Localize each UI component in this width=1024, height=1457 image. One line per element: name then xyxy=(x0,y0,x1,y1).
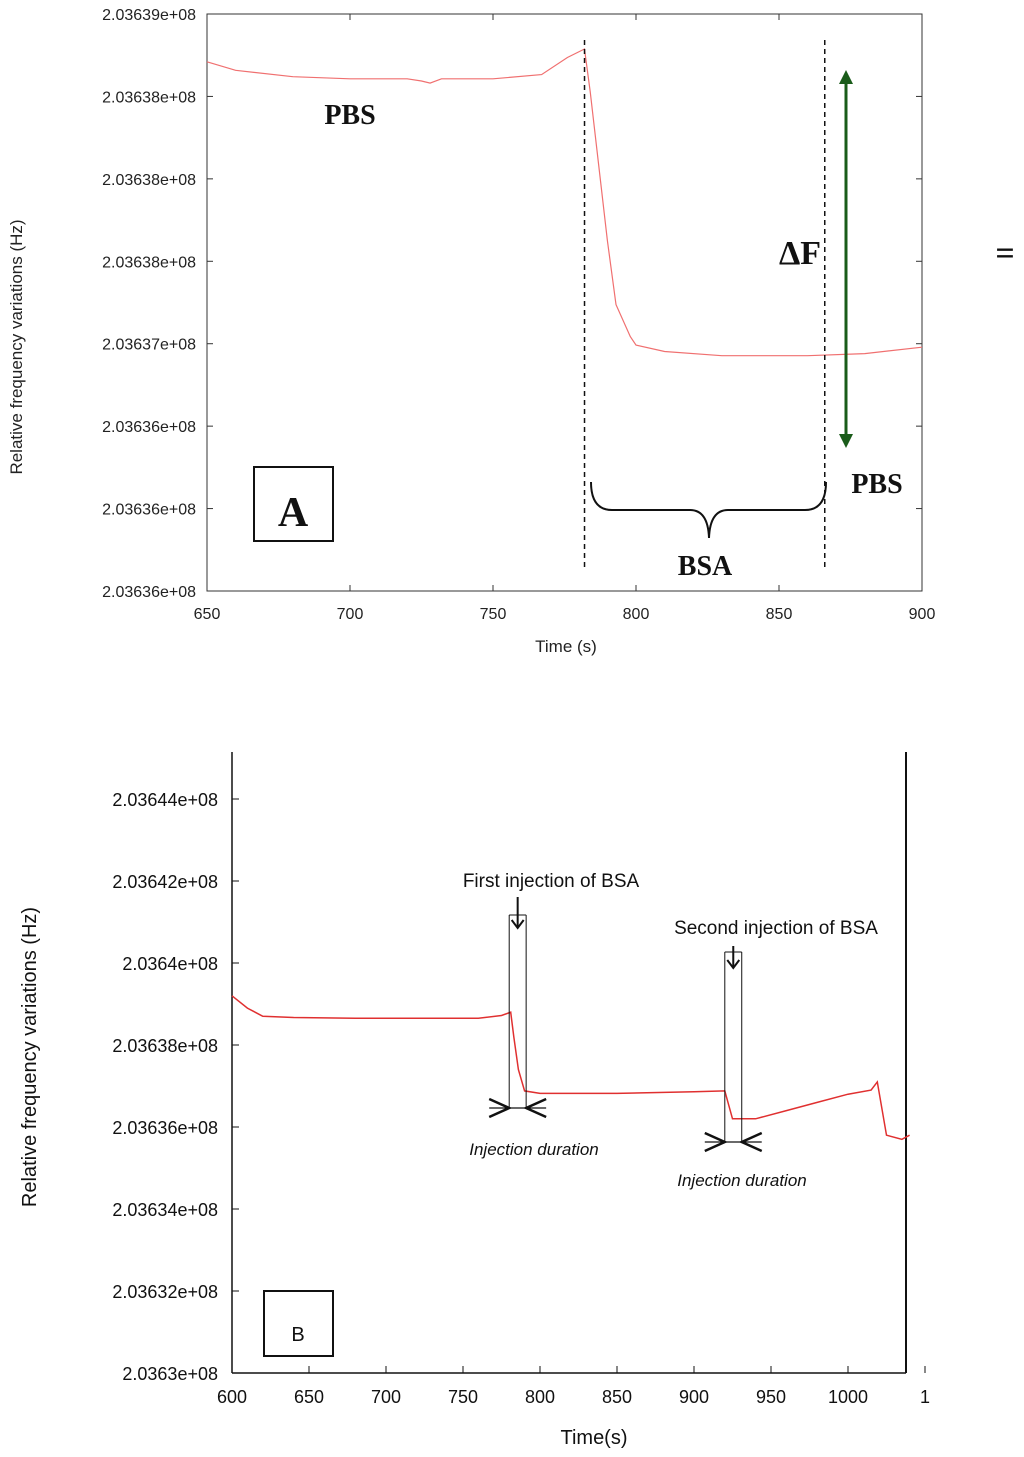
axis-ticks-b: 600 650 700 750 800 850 900 950 1000 1 2.0363e+08 2… xyxy=(112,790,930,1407)
x-tick-label-b: 950 xyxy=(756,1387,786,1407)
x-tick-label-b: 1000 xyxy=(828,1387,868,1407)
series-line-b xyxy=(231,995,910,1141)
x-tick-label-a: 700 xyxy=(337,606,364,623)
y-tick-label-b: 2.03642e+08 xyxy=(112,872,218,892)
x-tick-label-a: 750 xyxy=(480,606,507,623)
y-tick-label-b: 2.03638e+08 xyxy=(112,1036,218,1056)
y-tick-label-b: 2.03634e+08 xyxy=(112,1200,218,1220)
y-tick-label-b: 2.0364e+08 xyxy=(122,954,218,974)
duration-arrow-right xyxy=(523,1097,547,1119)
y-tick-label-a: 2.03638e+08 xyxy=(102,89,196,106)
x-tick-label-a: 650 xyxy=(194,606,221,623)
pbs-label-top: PBS xyxy=(324,100,375,131)
bsa-label: BSA xyxy=(678,551,733,582)
panel-label-box-b xyxy=(263,1290,334,1357)
equals-sign: = xyxy=(995,235,1014,272)
y-tick-label-b: 2.03632e+08 xyxy=(112,1282,218,1302)
y-tick-label-a: 2.03636e+08 xyxy=(102,502,196,519)
y-tick-label-b: 2.0363e+08 xyxy=(122,1364,218,1384)
x-tick-label-a: 900 xyxy=(909,606,936,623)
x-tick-label-b: 750 xyxy=(448,1387,478,1407)
x-tick-label-a: 800 xyxy=(623,606,650,623)
x-tick-label-b: 900 xyxy=(679,1387,709,1407)
x-tick-label-b: 600 xyxy=(217,1387,247,1407)
x-axis-label-a: Time (s) xyxy=(535,637,597,656)
y-axis-label-a: Relative frequency variations (Hz) xyxy=(7,219,26,474)
x-tick-label-b: 650 xyxy=(294,1387,324,1407)
duration-arrow-right xyxy=(738,1131,763,1153)
injection-markers-a xyxy=(583,40,826,568)
x-axis-label-b: Time(s) xyxy=(560,1427,627,1449)
injection-arrow-head xyxy=(510,919,525,930)
panel-a: Relative frequency variations (Hz) Time … xyxy=(7,7,1015,656)
y-tick-label-a: 2.03636e+08 xyxy=(102,584,196,601)
first-injection-label: First injection of BSA xyxy=(463,871,640,892)
x-tick-label-b: 700 xyxy=(371,1387,401,1407)
panel-label-box-a xyxy=(253,466,334,542)
panel-b: Relative frequency variations (Hz) Time(… xyxy=(19,752,930,1449)
delta-f-label: ΔF xyxy=(779,235,821,272)
injection-annotations-b xyxy=(488,897,763,1153)
delta-f-arrow xyxy=(839,70,853,448)
second-injection-label: Second injection of BSA xyxy=(674,918,878,939)
y-axis-label-b: Relative frequency variations (Hz) xyxy=(19,907,41,1207)
x-tick-label-a: 850 xyxy=(766,606,793,623)
y-tick-label-b: 2.03644e+08 xyxy=(112,790,218,810)
y-tick-label-a: 2.03636e+08 xyxy=(102,419,196,436)
x-tick-label-b: 850 xyxy=(602,1387,632,1407)
y-tick-label-a: 2.03639e+08 xyxy=(102,7,196,24)
injection-duration-label-1: Injection duration xyxy=(469,1140,598,1159)
bsa-brace xyxy=(590,481,827,539)
panel-label-a: A xyxy=(278,490,309,536)
y-tick-label-a: 2.03637e+08 xyxy=(102,337,196,354)
x-tick-label-b: 800 xyxy=(525,1387,555,1407)
y-tick-label-a: 2.03638e+08 xyxy=(102,254,196,271)
panel-label-b: B xyxy=(291,1324,304,1346)
x-tick-label-b: 1 xyxy=(920,1387,930,1407)
series-line-a xyxy=(206,48,923,357)
injection-arrow-head xyxy=(726,959,741,970)
injection-duration-label-2: Injection duration xyxy=(677,1171,806,1190)
duration-arrow-left xyxy=(704,1131,728,1153)
axis-ticks-a: 650 700 750 800 850 900 2.03636e+08 2.03636e+08… xyxy=(102,7,935,623)
duration-arrow-left xyxy=(488,1097,513,1119)
pbs-label-right: PBS xyxy=(851,469,902,500)
y-tick-label-a: 2.03638e+08 xyxy=(102,172,196,189)
y-tick-label-b: 2.03636e+08 xyxy=(112,1118,218,1138)
